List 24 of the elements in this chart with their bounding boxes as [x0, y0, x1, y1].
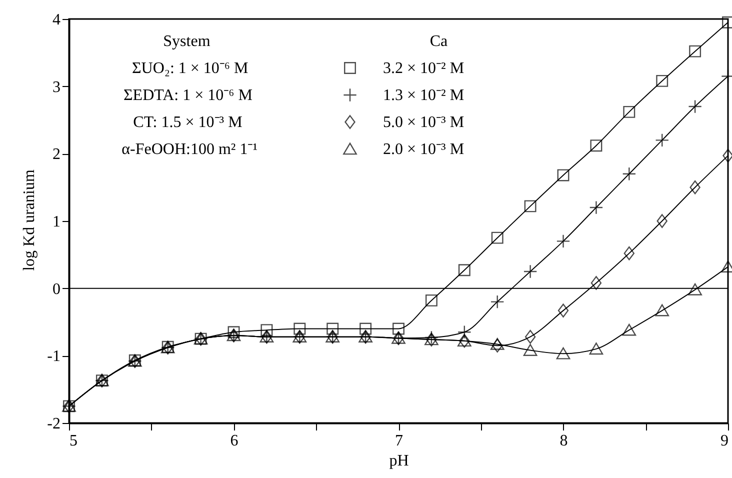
x-tick-label: 8 [560, 432, 568, 450]
legend-label: 2.0 × 10⁻³ M [383, 141, 464, 158]
annotation: System [163, 33, 211, 50]
legend-title: Ca [430, 33, 448, 50]
x-tick-label: 7 [395, 432, 403, 450]
annotation: ΣEDTA: 1 × 10⁻⁶ M [123, 87, 252, 104]
legend-label: 1.3 × 10⁻² M [383, 87, 464, 104]
x-tick-label: 6 [230, 432, 238, 450]
y-tick-label: -1 [47, 348, 60, 366]
y-axis-title: log Kd uranium [21, 169, 38, 271]
x-axis-title: pH [389, 452, 410, 470]
annotation: α-FeOOH:100 m² 1⁻¹ [122, 141, 258, 158]
legend-label: 3.2 × 10⁻² M [383, 60, 464, 77]
annotation: ΣUO₂: 1 × 10⁻⁶ M [132, 60, 248, 77]
x-tick-label: 5 [70, 432, 78, 450]
y-tick-label: 4 [52, 12, 60, 28]
y-tick-label: -2 [47, 416, 60, 432]
legend-label: 5.0 × 10⁻³ M [383, 114, 464, 131]
x-tick-label: 9 [720, 432, 728, 450]
y-tick-label: 2 [52, 146, 60, 164]
y-tick-label: 1 [52, 214, 60, 230]
annotation: CT: 1.5 × 10⁻³ M [133, 114, 242, 131]
y-tick-label: 3 [52, 78, 60, 96]
y-tick-label: 0 [52, 280, 60, 298]
